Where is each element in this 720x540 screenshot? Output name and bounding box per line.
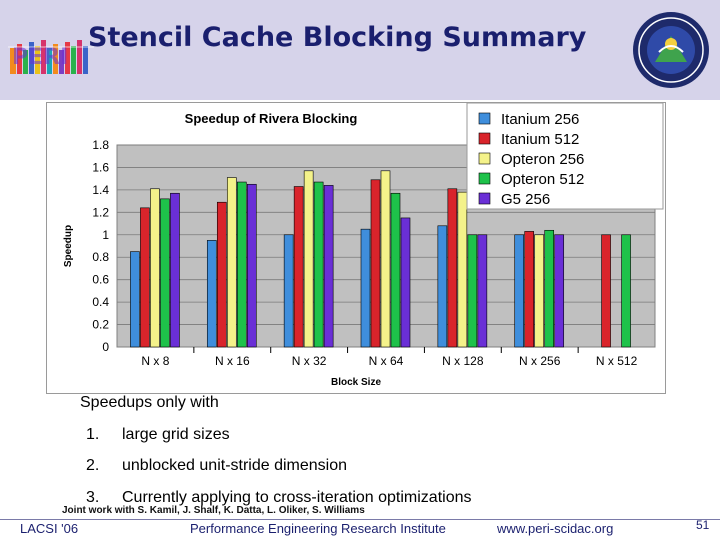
bullet-text: Currently applying to cross-iteration op… [122,489,472,506]
footer-divider [0,519,720,520]
x-tick-label: N x 16 [215,354,250,368]
legend-entry: Opteron 256 [501,151,584,168]
y-axis-label: Speedup [63,225,74,267]
bar [437,225,448,348]
legend-entry: Itanium 256 [501,111,579,128]
bar [467,234,478,348]
legend-entry: Itanium 512 [501,131,579,148]
bar [621,234,631,348]
legend-swatch [478,192,491,205]
bar [226,177,237,348]
peri-logo: PERI [8,40,94,74]
svg-text:PERI: PERI [12,45,68,70]
x-tick-label: N x 64 [369,354,404,368]
footer-institute: Performance Engineering Research Institu… [190,521,446,536]
bar [216,201,227,348]
bullet-item-3: 3. Currently applying to cross-iteration … [86,489,471,507]
credit-note: Joint work with S. Kamil, J. Shalf, K. D… [62,505,365,516]
slide-title: Stencil Cache Blocking Summary [88,22,587,53]
speedup-chart: Speedup of Rivera Blocking 0 0.2 0.4 0.6 0.8 1… [46,102,666,394]
y-tick-label: 0 [102,340,109,354]
bar [601,234,611,348]
bar [514,234,525,348]
bar [534,234,545,348]
y-tick-label: 1.2 [92,205,109,219]
bullet-text: unblocked unit-stride dimension [122,457,348,474]
y-tick-label: 0.2 [92,318,109,332]
header-band [0,0,720,100]
bar [206,240,217,348]
legend-box [466,103,664,210]
x-tick-label: N x 256 [519,354,561,368]
bar [313,181,324,348]
bar [246,183,257,348]
bullet-text: large grid sizes [122,426,230,443]
y-tick-label: 1.6 [92,160,109,174]
y-tick-label: 1.8 [92,138,109,152]
bar [170,192,180,348]
bar [457,191,468,348]
x-axis-label: Block Size [331,377,381,388]
bar [150,188,160,348]
bullet-number: 2. [86,457,100,474]
bar [140,207,150,348]
x-tick-label: N x 8 [141,354,169,368]
legend-swatch [478,132,491,145]
bullet-item-2: 2. unblocked unit-stride dimension [86,457,347,475]
bar [544,229,555,348]
y-tick-label: 0.6 [92,273,109,287]
footer-url: www.peri-scidac.org [497,521,614,536]
bar [447,188,458,348]
footer-event: LACSI '06 [20,521,79,536]
bar [236,181,247,348]
x-tick-label: N x 128 [442,354,484,368]
bar [524,231,535,348]
bar [130,251,140,348]
bar [554,234,565,348]
bullet-number: 3. [86,489,100,506]
bar [390,192,401,348]
legend-entry: Opteron 512 [501,171,584,188]
bullet-number: 1. [86,426,100,443]
bullet-item-1: 1. large grid sizes [86,426,230,444]
bar [380,170,391,348]
bar [293,186,304,348]
bullets-intro: Speedups only with [80,394,219,411]
y-tick-label: 1.4 [92,183,109,197]
y-tick-label: 0.4 [92,295,109,309]
speedup-chart-svg: Speedup of Rivera Blocking 0 0.2 0.4 0.6 0.8 1… [63,103,664,388]
bar [160,198,170,348]
y-tick-label: 0.8 [92,250,109,264]
x-tick-label: N x 32 [292,354,327,368]
legend-swatch [478,112,491,125]
bar [323,185,334,348]
bar [360,228,371,348]
bar [400,217,411,348]
x-tick-label: N x 512 [596,354,638,368]
legend-swatch [478,152,491,165]
y-tick-label: 1 [102,228,109,242]
bar [477,234,488,348]
chart-title: Speedup of Rivera Blocking [185,111,358,126]
doe-seal-icon [633,12,709,88]
legend-swatch [478,172,491,185]
bar [370,179,381,348]
legend-entry: G5 256 [501,191,550,208]
bar [283,234,294,348]
bar [303,170,314,348]
page-number: 51 [696,518,710,532]
